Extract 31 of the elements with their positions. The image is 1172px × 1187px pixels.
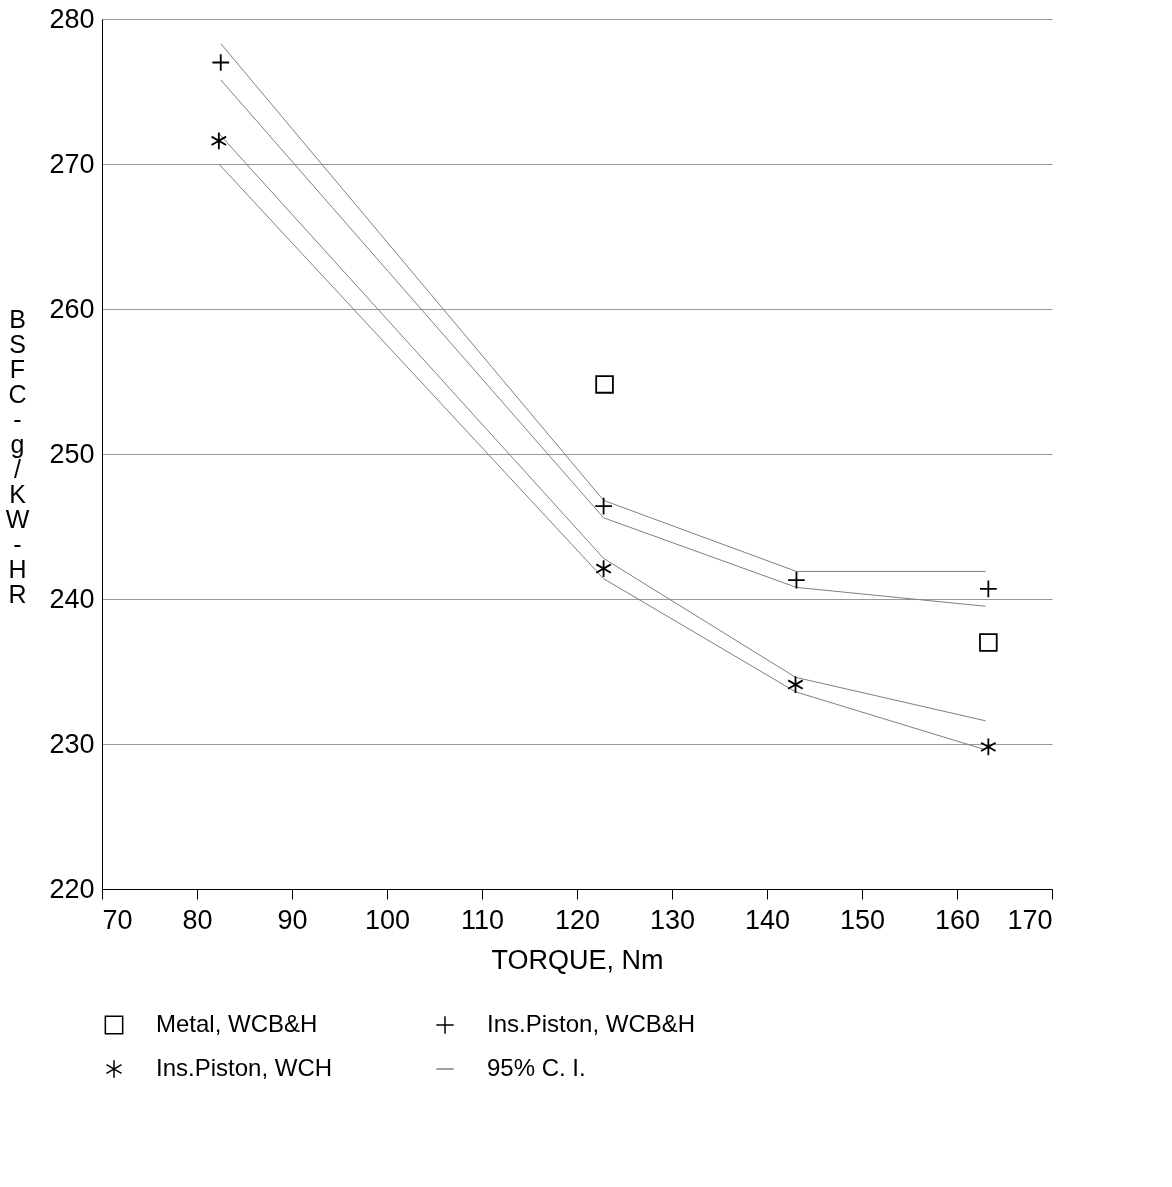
x-tick-label: 150 [839, 904, 886, 935]
x-tick-label: 120 [554, 904, 601, 935]
y-tick-label: 270 [49, 148, 95, 179]
y-tick-label: 260 [49, 293, 95, 324]
point [595, 559, 612, 578]
y-tick-label: 250 [49, 438, 95, 469]
x-tick-label: 90 [277, 904, 308, 935]
x-tick-label: 170 [1007, 904, 1053, 935]
y-tick-label: 240 [49, 583, 95, 614]
x-tick-label: 160 [934, 904, 981, 935]
x-tick-label: 130 [649, 904, 696, 935]
y-tick-label: 280 [49, 3, 95, 34]
point [595, 375, 614, 394]
text: BSFC - g/KW-HR [5, 304, 30, 608]
x-tick-label: 100 [364, 904, 411, 935]
legend-label: Ins.Piston, WCB&H [487, 1010, 696, 1037]
y-tick-label: 220 [49, 873, 95, 904]
point [787, 675, 804, 694]
legend-label: Ins.Piston, WCH [156, 1054, 333, 1081]
point [211, 53, 231, 72]
x-tick-label: 110 [460, 904, 505, 935]
point [980, 737, 997, 757]
legend-label: Metal, WCB&H [156, 1010, 318, 1037]
x-tick-label: 70 [102, 904, 133, 935]
x-tick-label: 80 [182, 904, 213, 935]
point [979, 633, 998, 652]
x-tick-label: 140 [744, 904, 791, 935]
legend-label: 95% C. I. [487, 1054, 586, 1081]
y-tick-label: 230 [49, 728, 95, 759]
x-axis-title: TORQUE, Nm [491, 944, 664, 975]
point [210, 131, 228, 151]
